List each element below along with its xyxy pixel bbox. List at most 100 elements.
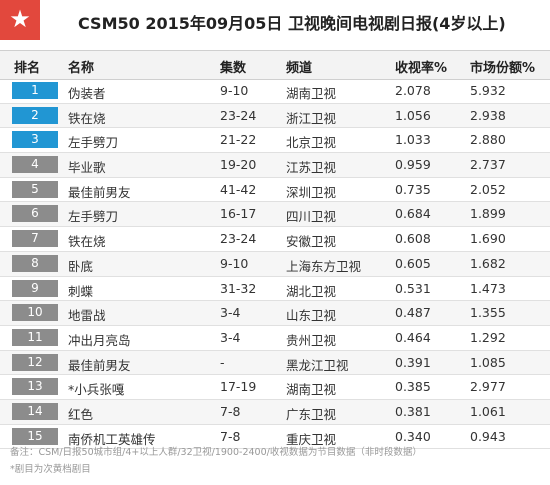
rating-cell: 0.608 xyxy=(395,231,431,247)
episodes-cell: 3-4 xyxy=(220,329,241,345)
channel-cell: 湖北卫视 xyxy=(286,283,337,299)
rating-cell: 1.033 xyxy=(395,132,431,148)
rating-cell: 0.487 xyxy=(395,305,431,321)
episodes-cell: 19-20 xyxy=(220,157,257,173)
share-cell: 1.899 xyxy=(470,206,506,222)
rating-cell: 0.531 xyxy=(395,280,431,296)
table-row: 2 铁在烧 23-24 浙江卫视 1.056 2.938 xyxy=(0,103,550,129)
share-cell: 1.690 xyxy=(470,231,506,247)
episodes-cell: 23-24 xyxy=(220,231,257,247)
episodes-cell: 21-22 xyxy=(220,132,257,148)
table-row: 1 伪装者 9-10 湖南卫视 2.078 5.932 xyxy=(0,79,550,104)
channel-cell: 浙江卫视 xyxy=(286,110,337,126)
header-rating: 收视率% xyxy=(395,61,448,76)
share-cell: 1.355 xyxy=(470,305,506,321)
rank-badge: 4 xyxy=(12,156,58,174)
episodes-cell: 9-10 xyxy=(220,83,249,98)
channel-cell: 贵州卫视 xyxy=(286,332,337,348)
share-cell: 1.292 xyxy=(470,329,506,345)
table-row: 3 左手劈刀 21-22 北京卫视 1.033 2.880 xyxy=(0,128,550,154)
channel-cell: 深圳卫视 xyxy=(286,184,337,200)
drama-name: 左手劈刀 xyxy=(68,209,119,225)
drama-name: 伪装者 xyxy=(68,86,106,101)
rating-cell: 1.056 xyxy=(395,107,431,123)
rating-cell: 0.605 xyxy=(395,255,431,271)
rank-badge: 2 xyxy=(12,106,58,124)
episodes-cell: 16-17 xyxy=(220,206,257,222)
drama-name: 地雷战 xyxy=(68,308,106,324)
channel-cell: 重庆卫视 xyxy=(286,431,337,447)
rating-cell: 0.381 xyxy=(395,403,431,419)
drama-name: 左手劈刀 xyxy=(68,135,119,151)
share-cell: 2.977 xyxy=(470,379,506,395)
header-name: 名称 xyxy=(68,61,95,76)
share-cell: 2.737 xyxy=(470,157,506,173)
channel-cell: 山东卫视 xyxy=(286,308,337,324)
header-channel: 频道 xyxy=(286,61,313,76)
table-row: 6 左手劈刀 16-17 四川卫视 0.684 1.899 xyxy=(0,202,550,228)
table-row: 12 最佳前男友 - 黑龙江卫视 0.391 1.085 xyxy=(0,350,550,376)
header-rank: 排名 xyxy=(14,61,41,76)
table-header: 排名 名称 集数 频道 收视率% 市场份额% xyxy=(0,50,550,80)
rank-badge: 5 xyxy=(12,180,58,198)
channel-cell: 黑龙江卫视 xyxy=(286,357,349,373)
drama-name: 铁在烧 xyxy=(68,234,106,250)
channel-cell: 江苏卫视 xyxy=(286,160,337,176)
drama-name: 铁在烧 xyxy=(68,110,106,126)
episodes-cell: 7-8 xyxy=(220,428,241,444)
table-row: 5 最佳前男友 41-42 深圳卫视 0.735 2.052 xyxy=(0,178,550,203)
rating-cell: 0.385 xyxy=(395,379,431,395)
rank-badge: 7 xyxy=(12,230,58,248)
share-cell: 2.938 xyxy=(470,107,506,123)
drama-name: 南侨机工英雄传 xyxy=(68,431,156,447)
episodes-cell: 17-19 xyxy=(220,379,257,395)
report-title: CSM50 2015年09月05日 卫视晚间电视剧日报(4岁以上) xyxy=(78,14,506,33)
drama-name: *小兵张嘎 xyxy=(68,382,125,398)
drama-name: 红色 xyxy=(68,406,94,422)
rank-badge: 14 xyxy=(12,402,58,420)
rank-badge: 10 xyxy=(12,304,58,322)
share-cell: 2.052 xyxy=(470,181,506,197)
drama-name: 最佳前男友 xyxy=(68,184,131,200)
rating-cell: 0.464 xyxy=(395,329,431,345)
channel-cell: 湖南卫视 xyxy=(286,382,337,398)
rating-cell: 0.959 xyxy=(395,157,431,173)
header-episodes: 集数 xyxy=(220,61,247,76)
rank-badge: 11 xyxy=(12,328,58,346)
table-row: 4 毕业歌 19-20 江苏卫视 0.959 2.737 xyxy=(0,153,550,178)
channel-cell: 广东卫视 xyxy=(286,406,337,422)
share-cell: 2.880 xyxy=(470,132,506,148)
drama-name: 最佳前男友 xyxy=(68,357,131,373)
share-cell: 1.682 xyxy=(470,255,506,271)
channel-cell: 湖南卫视 xyxy=(286,86,337,101)
drama-name: 毕业歌 xyxy=(68,160,106,176)
rating-cell: 2.078 xyxy=(395,83,431,98)
drama-name: 卧底 xyxy=(68,258,94,274)
episodes-cell: 41-42 xyxy=(220,181,257,197)
channel-cell: 安徽卫视 xyxy=(286,234,337,250)
star-badge: ★ xyxy=(0,0,40,40)
table-row: 8 卧底 9-10 上海东方卫视 0.605 1.682 xyxy=(0,251,550,277)
rating-cell: 0.340 xyxy=(395,428,431,444)
episodes-cell: 31-32 xyxy=(220,280,257,296)
rank-badge: 13 xyxy=(12,378,58,396)
ranking-table: 1 伪装者 9-10 湖南卫视 2.078 5.932 2 铁在烧 23-24 浙江卫视 1.056… xyxy=(0,79,550,450)
table-row: 7 铁在烧 23-24 安徽卫视 0.608 1.690 xyxy=(0,227,550,252)
share-cell: 1.085 xyxy=(470,354,506,370)
table-row: 11 冲出月亮岛 3-4 贵州卫视 0.464 1.292 xyxy=(0,326,550,351)
rating-cell: 0.735 xyxy=(395,181,431,197)
rank-badge: 12 xyxy=(12,353,58,371)
share-cell: 5.932 xyxy=(470,83,506,98)
rank-badge: 15 xyxy=(12,427,58,445)
table-row: 10 地雷战 3-4 山东卫视 0.487 1.355 xyxy=(0,301,550,326)
rank-badge: 9 xyxy=(12,279,58,297)
share-cell: 1.473 xyxy=(470,280,506,296)
drama-name: 冲出月亮岛 xyxy=(68,332,131,348)
table-row: 14 红色 7-8 广东卫视 0.381 1.061 xyxy=(0,399,550,425)
table-row: 9 刺蝶 31-32 湖北卫视 0.531 1.473 xyxy=(0,277,550,302)
episodes-cell: 9-10 xyxy=(220,255,249,271)
share-cell: 1.061 xyxy=(470,403,506,419)
channel-cell: 四川卫视 xyxy=(286,209,337,225)
share-cell: 0.943 xyxy=(470,428,506,444)
rank-badge: 1 xyxy=(12,82,58,99)
